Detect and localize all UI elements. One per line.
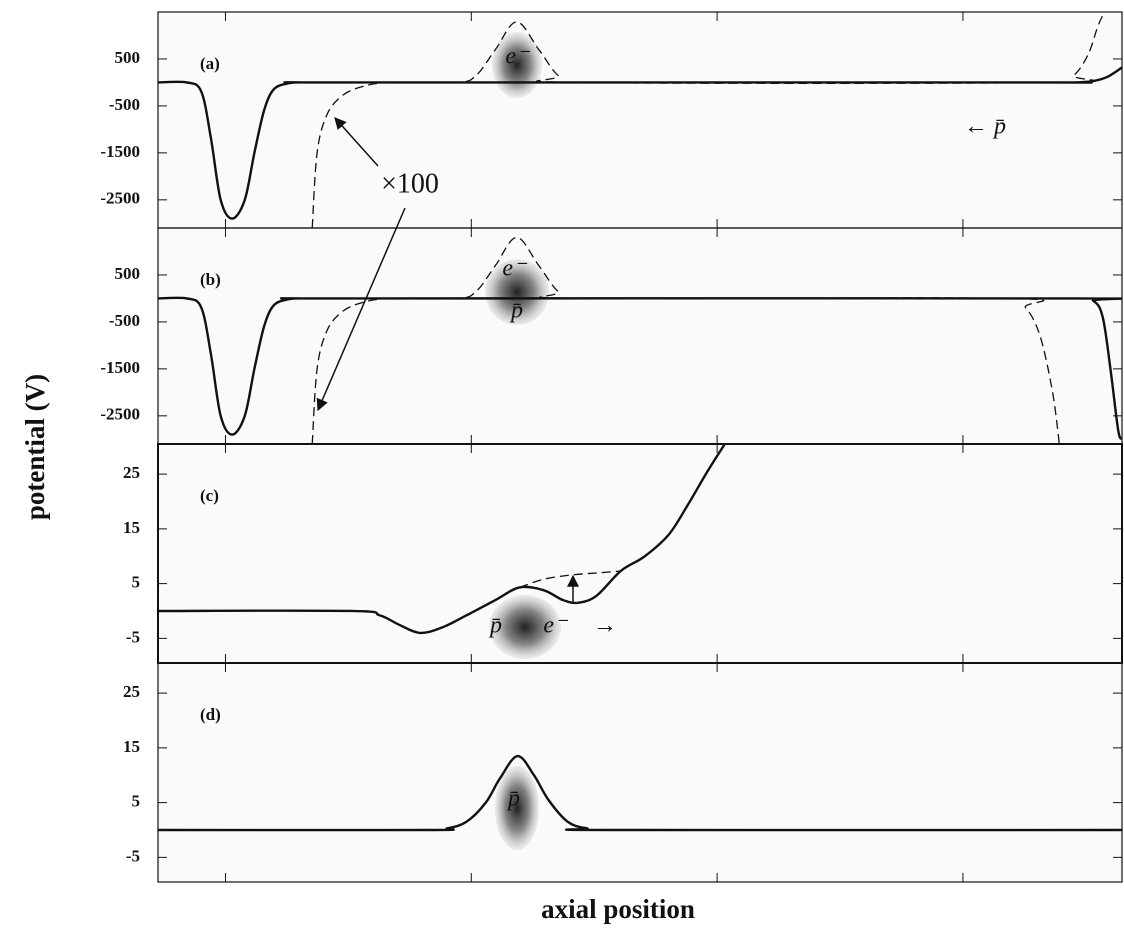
annotation: ← p̄ [964, 114, 1006, 140]
y-tick-label: 5 [132, 573, 141, 592]
annotation: ×100 [381, 168, 439, 199]
y-tick-label: 15 [123, 518, 140, 537]
panel-label: (b) [200, 270, 221, 289]
y-tick-label: -5 [126, 627, 140, 646]
curve [519, 570, 621, 589]
particle-cloud [495, 766, 539, 850]
panel-label: (c) [200, 486, 219, 505]
annotation: → [593, 613, 617, 639]
pointer-arrow [334, 117, 379, 167]
y-tick-label: -1500 [100, 142, 140, 161]
y-tick-label: -1500 [100, 358, 140, 377]
annotation: e⁻ [502, 256, 528, 282]
annotation: p̄ [488, 613, 502, 639]
y-tick-label: 500 [115, 264, 141, 283]
y-tick-label: -500 [109, 95, 140, 114]
x-axis-label: axial position [541, 894, 695, 924]
y-tick-label: 25 [123, 682, 140, 701]
curve [311, 12, 1106, 228]
curve [158, 444, 726, 635]
y-tick-label: 5 [132, 792, 141, 811]
y-tick-label: 15 [123, 737, 140, 756]
y-tick-label: 25 [123, 463, 140, 482]
annotation: e⁻ [543, 613, 569, 639]
curve [158, 296, 1122, 441]
y-tick-label: -5 [126, 846, 140, 865]
curve [311, 236, 1060, 444]
y-tick-label: -500 [109, 311, 140, 330]
curve [158, 754, 1122, 832]
particle-cloud [489, 595, 561, 659]
panel-label: (d) [200, 705, 221, 724]
pointer-arrow [316, 207, 406, 412]
panel-label: (a) [200, 54, 220, 73]
panel-frame [157, 662, 1123, 883]
y-tick-label: -2500 [100, 405, 140, 424]
annotation: e⁻ [505, 44, 531, 70]
particle-cloud [485, 259, 549, 325]
curve [158, 66, 1122, 220]
y-axis-label: potential (V) [20, 374, 50, 520]
annotation: p̄ [506, 786, 520, 812]
annotation: p̄ [509, 298, 523, 324]
y-tick-label: 500 [115, 48, 141, 67]
plot-background [158, 12, 1122, 882]
y-tick-label: -2500 [100, 189, 140, 208]
